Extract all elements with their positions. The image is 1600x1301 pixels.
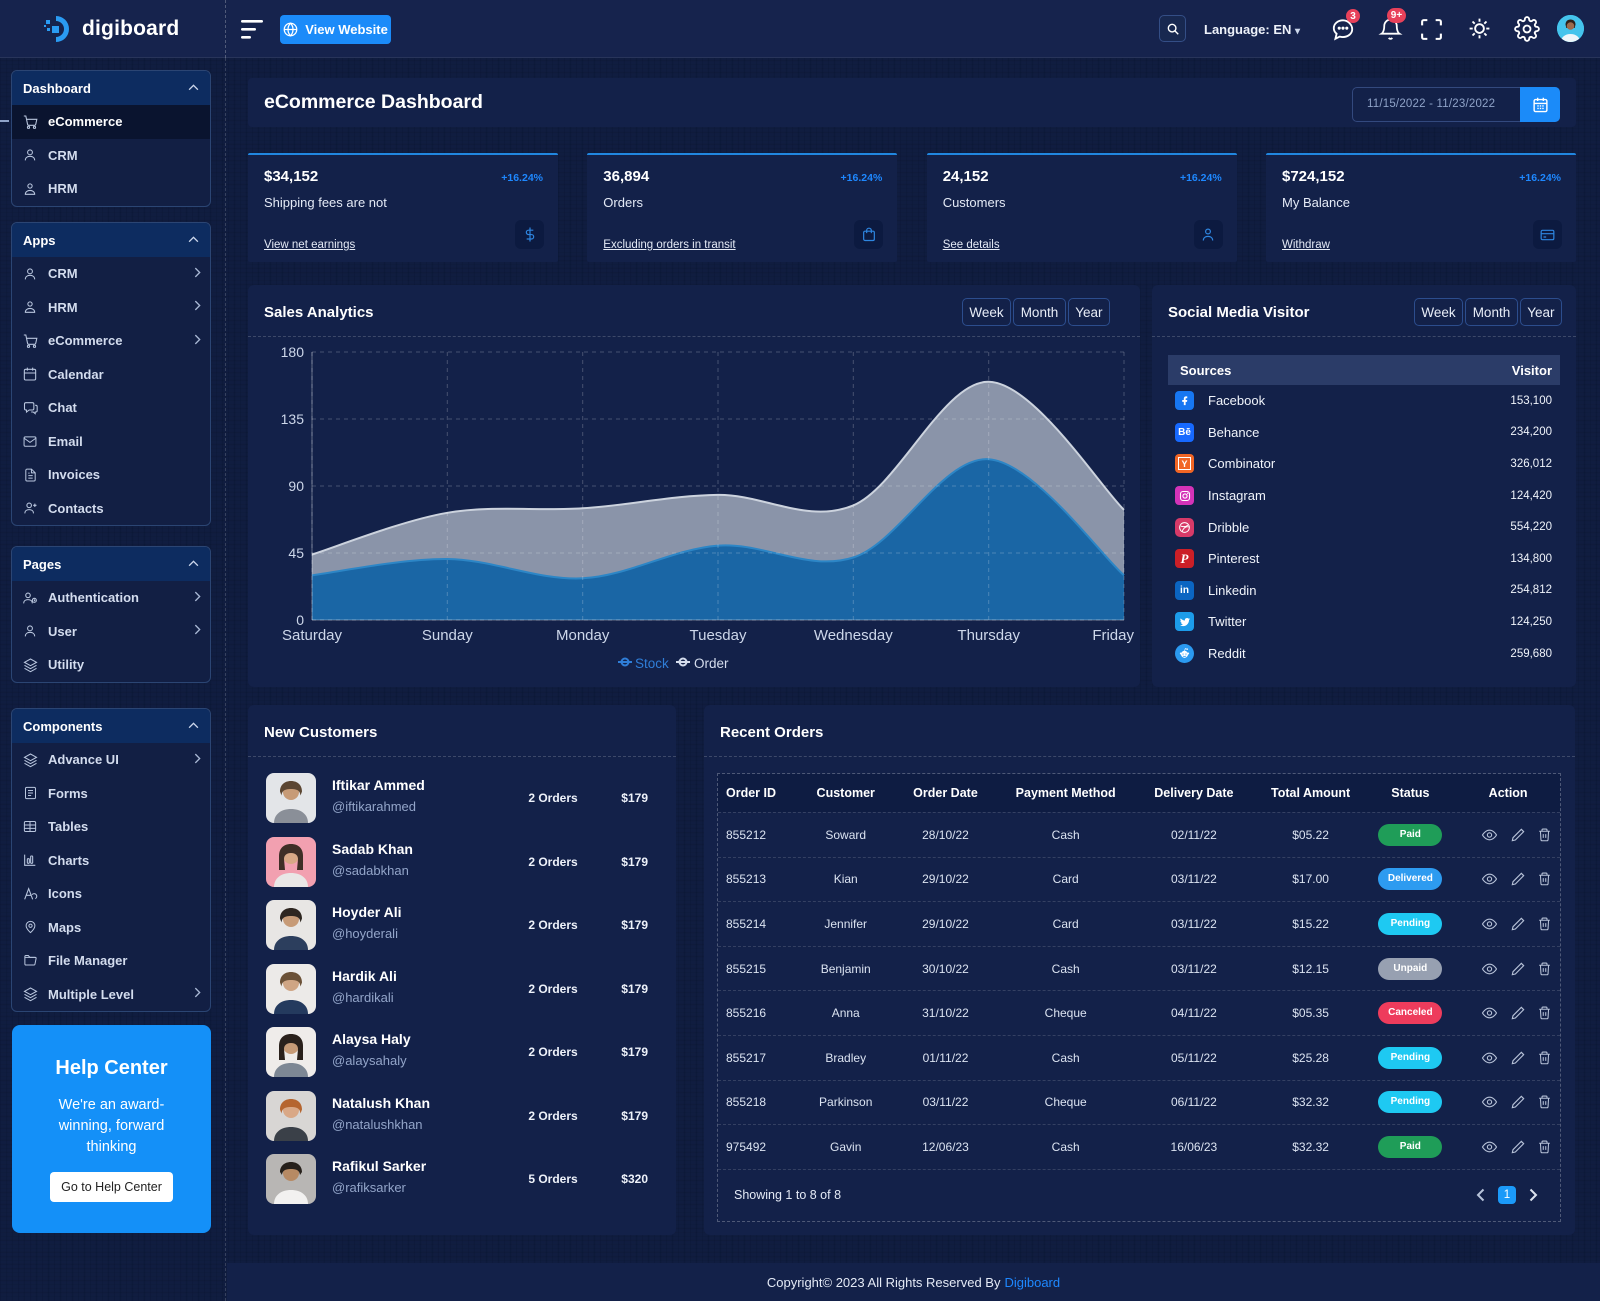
svg-text:Tuesday: Tuesday xyxy=(690,627,747,644)
svg-text:90: 90 xyxy=(288,478,304,494)
svg-text:Order: Order xyxy=(694,656,729,671)
svg-text:0: 0 xyxy=(296,612,304,628)
svg-text:Sunday: Sunday xyxy=(422,627,473,644)
svg-text:45: 45 xyxy=(288,545,304,561)
svg-text:135: 135 xyxy=(281,411,305,427)
svg-text:Stock: Stock xyxy=(635,656,669,671)
svg-text:Thursday: Thursday xyxy=(957,627,1020,644)
svg-text:180: 180 xyxy=(281,344,305,360)
svg-text:Saturday: Saturday xyxy=(282,627,343,644)
svg-text:Wednesday: Wednesday xyxy=(814,627,893,644)
svg-text:Monday: Monday xyxy=(556,627,610,644)
svg-text:Friday: Friday xyxy=(1092,627,1134,644)
